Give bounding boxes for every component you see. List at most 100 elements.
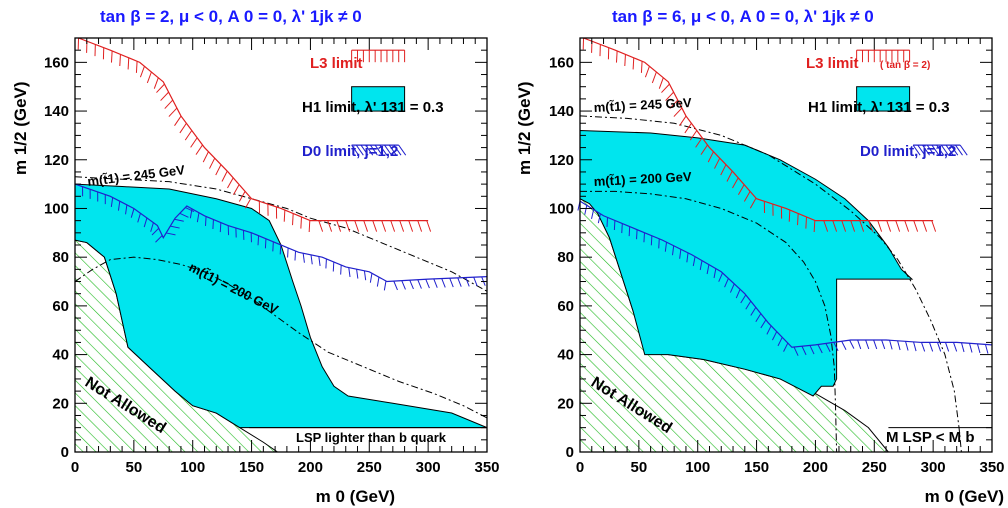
d0-limit-tick <box>279 244 282 255</box>
l3-limit-tick <box>877 220 883 232</box>
d0-limit-tick <box>968 343 973 353</box>
d0-limit-tick <box>865 339 870 350</box>
d0-limit-tick <box>658 238 660 249</box>
d0-limit-tick <box>189 208 193 219</box>
d0-limit-tick <box>921 342 926 352</box>
l3-limit-tick <box>417 220 423 232</box>
l3-limit-tick <box>904 220 910 232</box>
d0-limit-tick <box>793 346 799 356</box>
d0-limit-tick <box>679 249 682 259</box>
d0-limit-tick <box>699 260 703 271</box>
d0-limit-tick <box>376 277 380 287</box>
d0-limit-tick <box>166 232 176 236</box>
d0-limit-tick <box>825 343 831 353</box>
right-annotation-stop245: m(t̃1) = 245 GeV <box>593 95 692 115</box>
l3-limit-tick <box>195 144 203 155</box>
d0-limit-tick <box>976 343 981 354</box>
d0-limit-tick <box>783 342 789 352</box>
l3-limit-tick <box>726 170 733 182</box>
l3-limit-tick <box>841 220 847 232</box>
d0-limit-tick <box>310 254 313 265</box>
legend-d0-symbol-tick <box>393 144 402 156</box>
l3-limit-tick <box>679 115 687 126</box>
left-annotation-stop245: m(t̃1) = 245 GeV <box>87 162 186 189</box>
d0-limit-tick <box>881 339 886 350</box>
l3-limit-tick <box>408 220 414 232</box>
x-tick-label: 0 <box>576 459 584 476</box>
legend-d0-symbol-tick <box>355 144 364 156</box>
d0-limit-tick <box>692 256 696 267</box>
d0-limit-tick <box>409 279 414 290</box>
d0-limit-tick <box>473 277 478 287</box>
y-tick-label: 100 <box>549 200 574 217</box>
l3-limit-tick <box>244 197 252 209</box>
y-tick-label: 40 <box>557 347 574 364</box>
left-legend-h1: H1 limit, λ' 131 = 0.3 <box>302 99 444 116</box>
d0-limit-tick <box>984 344 989 354</box>
d0-limit-tick <box>664 242 668 252</box>
d0-limit-tick <box>706 264 710 275</box>
x-tick-label: 200 <box>298 459 323 476</box>
l3-limit-tick <box>813 220 816 233</box>
d0-limit-tick <box>110 197 114 208</box>
l3-limit-tick <box>202 151 209 163</box>
d0-limit-tick <box>151 227 160 236</box>
d0-limit-tick <box>897 340 901 351</box>
l3-limit-tick <box>426 220 432 232</box>
legend-symbols <box>856 49 968 156</box>
d0-limit-tick <box>889 340 893 350</box>
d0-limit-tick <box>735 289 741 299</box>
l3-limit-tick <box>615 50 618 63</box>
d0-limit-tick <box>643 232 645 243</box>
d0-limit-tick <box>636 229 638 240</box>
d0-limit-tick <box>174 218 184 222</box>
y-tick-label: 160 <box>549 54 574 71</box>
l3-limit-line <box>78 37 429 222</box>
x-tick-label: 150 <box>239 459 264 476</box>
d0-limit-tick <box>606 217 609 227</box>
d0-limit-tick <box>449 278 454 288</box>
d0-limit-tick <box>287 247 289 258</box>
y-tick-label: 20 <box>52 395 69 412</box>
legend-d0-symbol-tick <box>360 144 369 156</box>
legend-d0-symbol-tick <box>922 144 930 156</box>
d0-limit-tick <box>340 265 342 275</box>
d0-limit-tick <box>929 342 934 352</box>
legend-d0-symbol-tick <box>945 144 954 156</box>
x-tick-label: 100 <box>685 459 710 476</box>
d0-limit-tick <box>441 278 446 288</box>
x-tick-label: 350 <box>474 459 499 476</box>
l3-limit-tick <box>732 177 739 189</box>
x-tick-label: 300 <box>921 459 946 476</box>
l3-limit-tick <box>684 123 692 134</box>
l3-limit-tick <box>146 71 152 84</box>
d0-limit-tick <box>745 300 752 310</box>
l3-limit-tick <box>164 99 174 109</box>
d0-limit-tick <box>318 256 321 266</box>
l3-limit-tick <box>720 164 727 176</box>
x-tick-label: 250 <box>357 459 382 476</box>
l3-limit-tick <box>859 220 865 232</box>
d0-limit-tick <box>348 267 351 278</box>
legend-d0-symbol-tick <box>926 144 935 156</box>
d0-limit-tick <box>857 339 862 350</box>
x-tick-label: 50 <box>126 459 143 476</box>
d0-limit-tick <box>130 208 135 218</box>
l3-limit-tick <box>707 151 714 163</box>
d0-limit-tick <box>849 339 855 349</box>
l3-limit-tick <box>156 83 165 93</box>
l3-limit-tick <box>179 123 187 134</box>
right-legend: L3 limit ( tan β = 2) H1 limit, λ' 131 =… <box>806 55 956 160</box>
d0-limit-tick <box>393 280 398 291</box>
d0-limit-tick <box>729 283 735 293</box>
l3-limit-tick <box>135 61 138 73</box>
x-tick-label: 0 <box>71 459 79 476</box>
d0-limit-tick <box>272 241 274 252</box>
legend-d0-symbol-tick <box>388 144 397 156</box>
contour-stop245 <box>579 115 962 453</box>
l3-limit-tick <box>644 66 650 78</box>
right-title: tan β = 6, μ < 0, A 0 = 0, λ' 1jk ≠ 0 <box>612 7 874 26</box>
l3-limit-tick <box>640 61 643 73</box>
l3-limit-tick <box>673 107 683 117</box>
